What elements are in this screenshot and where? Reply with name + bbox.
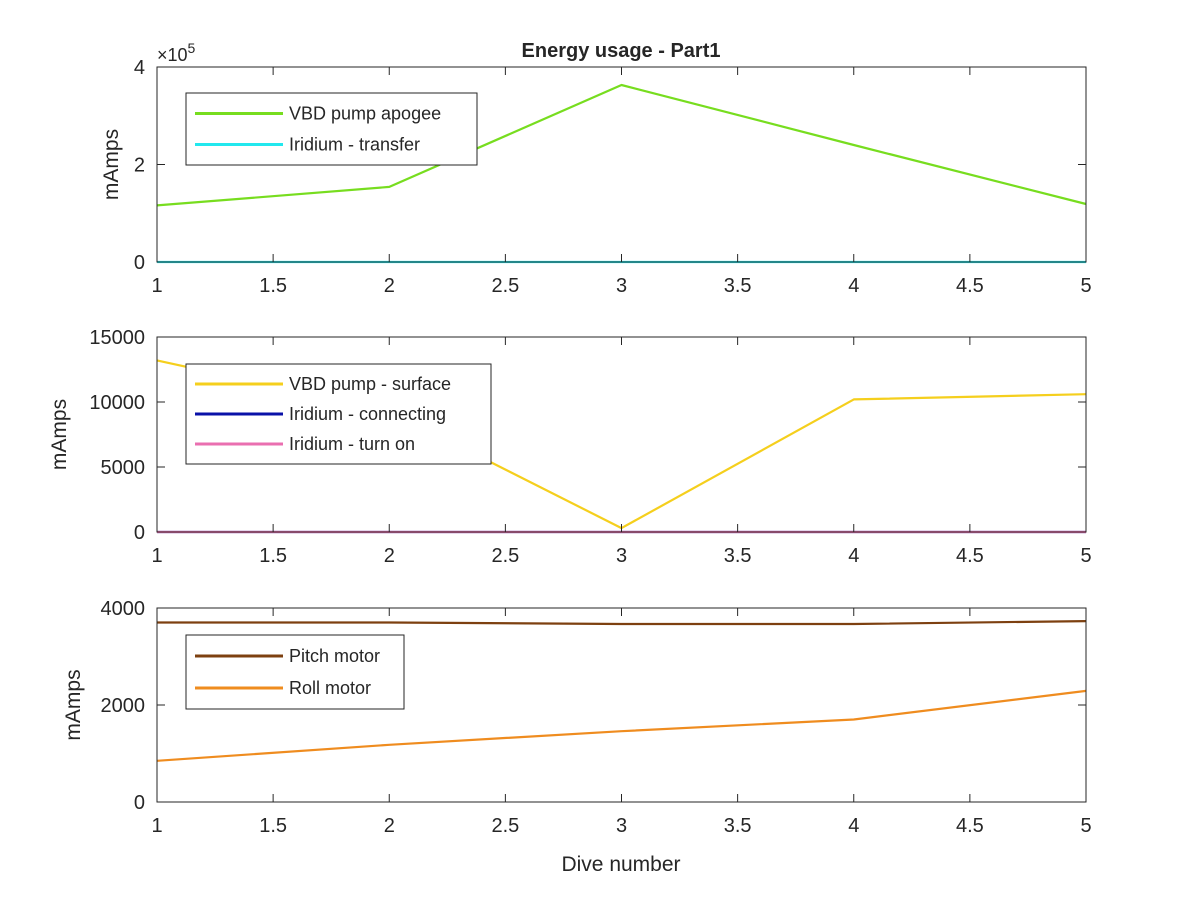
y-tick-label: 0 [134, 522, 145, 544]
x-tick-label: 2 [384, 545, 395, 567]
x-tick-label: 2.5 [491, 545, 519, 567]
legend-label: Iridium - turn on [289, 434, 415, 454]
y-tick-label: 4 [134, 57, 145, 79]
legend: VBD pump apogee Iridium - transfer [185, 92, 478, 166]
x-tick-label: 4.5 [956, 815, 984, 837]
series-line-2 [156, 689, 1087, 762]
x-tick-label: 2 [384, 815, 395, 837]
y-tick-label: 15000 [89, 327, 145, 349]
y-tick-label: 2 [134, 155, 145, 177]
axes-panel-2: 1 1.5 2 2.5 3 3.5 4 4.5 5 0 5000 10000 15000 mAmps VBD… [48, 327, 1092, 567]
x-tick-label: 3.5 [724, 545, 752, 567]
x-tick-label: 1 [151, 815, 162, 837]
legend-label: Iridium - connecting [289, 404, 446, 424]
x-tick-label: 4 [848, 815, 859, 837]
x-tick-label: 4 [848, 545, 859, 567]
x-tick-label: 1.5 [259, 275, 287, 297]
axes-panel-3: 1 1.5 2 2.5 3 3.5 4 4.5 5 0 2000 4000 mAmps Pitch mot… [62, 598, 1092, 837]
series-line-1 [156, 83, 1087, 207]
x-tick-label: 3 [616, 275, 627, 297]
x-tick-label: 2.5 [491, 815, 519, 837]
y-tick-label: 5000 [101, 457, 146, 479]
x-tick-label: 2.5 [491, 275, 519, 297]
legend-label: Iridium - transfer [289, 135, 420, 155]
legend-label: VBD pump apogee [289, 104, 441, 124]
x-axis-label: Dive number [561, 853, 680, 876]
x-tick-label: 1.5 [259, 545, 287, 567]
figure-title: Energy usage - Part1 [522, 40, 721, 62]
y-axis-label: mAmps [48, 399, 71, 470]
legend-label: Roll motor [289, 678, 371, 698]
y-tick-label: 0 [134, 252, 145, 274]
x-tick-label: 1 [151, 545, 162, 567]
x-tick-label: 2 [384, 275, 395, 297]
y-tick-label: 0 [134, 792, 145, 814]
legend-label: Pitch motor [289, 646, 380, 666]
y-exponent-power: 5 [188, 40, 196, 56]
y-axis-label: mAmps [62, 669, 85, 740]
x-tick-label: 3 [616, 815, 627, 837]
x-tick-label: 3.5 [724, 815, 752, 837]
series-line-1 [157, 620, 1087, 626]
y-axis-label: mAmps [100, 129, 123, 200]
x-tick-label: 3 [616, 545, 627, 567]
x-tick-label: 1 [151, 275, 162, 297]
x-tick-label: 4.5 [956, 545, 984, 567]
legend-box [185, 92, 478, 166]
legend-box [185, 634, 405, 710]
x-tick-label: 1.5 [259, 815, 287, 837]
y-tick-label: 10000 [89, 392, 145, 414]
x-tick-label: 5 [1080, 545, 1091, 567]
x-tick-label: 5 [1080, 275, 1091, 297]
legend-label: VBD pump - surface [289, 374, 451, 394]
y-tick-label: 2000 [101, 695, 146, 717]
legend: VBD pump - surface Iridium - connecting Ir… [185, 363, 492, 465]
legend: Pitch motor Roll motor [185, 634, 405, 710]
x-tick-label: 4.5 [956, 275, 984, 297]
x-tick-label: 3.5 [724, 275, 752, 297]
x-tick-label: 5 [1080, 815, 1091, 837]
x-tick-label: 4 [848, 275, 859, 297]
y-tick-label: 4000 [101, 598, 146, 620]
